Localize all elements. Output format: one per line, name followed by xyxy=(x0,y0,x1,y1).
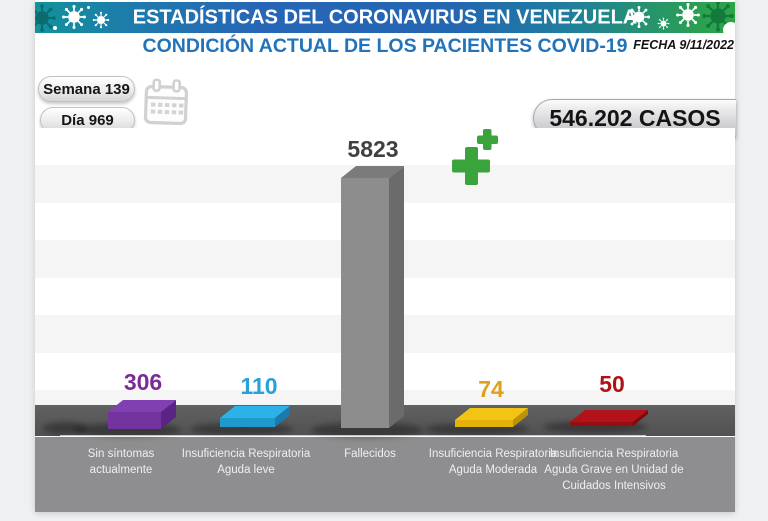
banner-title: ESTADÍSTICAS DEL CORONAVIRUS EN VENEZUEL… xyxy=(132,6,638,28)
chart-floor xyxy=(35,405,735,436)
category-label: Insuficiencia Respiratoria Aguda leve xyxy=(181,448,311,476)
chart-floor-underline xyxy=(60,435,646,437)
category-label: Sin síntomas actualmente xyxy=(87,448,155,476)
page-title: CONDICIÓN ACTUAL DE LOS PACIENTES COVID-… xyxy=(142,35,628,57)
chart-plot-area xyxy=(35,128,735,405)
bar-value: 74 xyxy=(478,376,504,402)
bar-value: 50 xyxy=(599,371,625,397)
category-label-band: Sin síntomas actualmente Insuficiencia R… xyxy=(35,437,735,512)
infographic-slide: ESTADÍSTICAS DEL CORONAVIRUS EN VENEZUEL… xyxy=(35,0,736,512)
calendar-icon xyxy=(143,78,189,126)
dot-decoration xyxy=(723,22,735,33)
top-banner: ESTADÍSTICAS DEL CORONAVIRUS EN VENEZUEL… xyxy=(35,2,735,33)
category-label: Fallecidos xyxy=(344,448,396,460)
bar-value: 110 xyxy=(240,373,278,399)
week-badge: Semana 139 xyxy=(38,76,135,102)
date-label: FECHA 9/11/2022 xyxy=(633,38,734,52)
dot-decoration xyxy=(53,26,57,30)
category-label: Insuficiencia Respiratoria Aguda Moderad… xyxy=(428,448,558,476)
medical-cross-icon xyxy=(452,129,498,185)
category-label: Insuficiencia Respiratoria Aguda Grave e… xyxy=(544,448,684,492)
bar-value: 306 xyxy=(123,369,163,395)
dot-decoration xyxy=(87,6,90,9)
bar-value: 5823 xyxy=(347,136,399,162)
